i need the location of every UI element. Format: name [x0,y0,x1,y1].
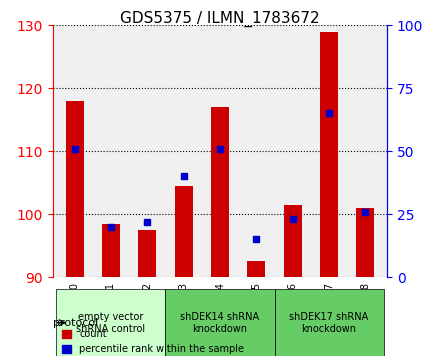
Bar [66,101,84,277]
Bar [138,230,156,277]
FancyBboxPatch shape [275,289,384,356]
Text: shDEK14 shRNA
knockdown: shDEK14 shRNA knockdown [180,312,260,334]
Text: empty vector
shRNA control: empty vector shRNA control [77,312,146,334]
Bar [211,107,229,277]
Bar [356,208,374,277]
Bar [175,186,193,277]
Bar [102,224,120,277]
Legend: count, percentile rank within the sample: count, percentile rank within the sample [58,326,248,358]
Bar [284,205,302,277]
Text: protocol: protocol [53,318,98,328]
FancyBboxPatch shape [165,289,275,356]
Bar [247,261,265,277]
Text: GDS5375 / ILMN_1783672: GDS5375 / ILMN_1783672 [120,11,320,27]
Bar [320,32,338,277]
FancyBboxPatch shape [56,289,165,356]
Text: shDEK17 shRNA
knockdown: shDEK17 shRNA knockdown [290,312,369,334]
